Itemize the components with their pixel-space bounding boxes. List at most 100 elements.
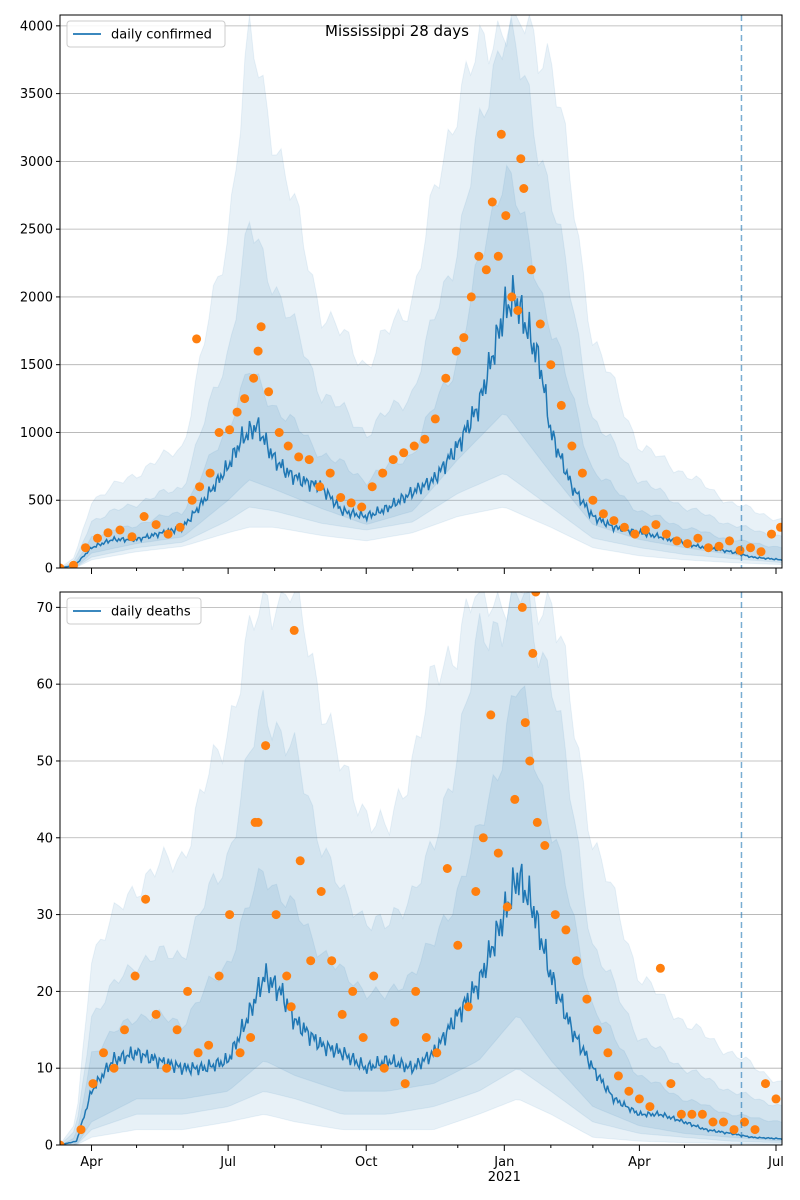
data-point xyxy=(151,1009,161,1019)
data-point xyxy=(517,602,527,612)
data-point xyxy=(232,407,242,417)
y-tick-label: 1000 xyxy=(20,426,53,441)
data-point xyxy=(640,525,650,535)
data-point xyxy=(358,1033,368,1042)
data-point xyxy=(346,498,356,508)
legend-box xyxy=(66,597,202,625)
data-point xyxy=(378,468,388,478)
data-point xyxy=(598,509,608,519)
data-point xyxy=(645,1102,655,1112)
uncertainty-band xyxy=(60,592,782,1145)
data-point xyxy=(286,1002,296,1012)
data-point xyxy=(459,333,469,343)
data-point xyxy=(379,1063,389,1073)
y-tick-label: 70 xyxy=(36,601,53,616)
uncertainty-band xyxy=(60,17,782,568)
data-point xyxy=(771,1094,781,1104)
data-point xyxy=(471,887,481,896)
data-point xyxy=(507,292,517,302)
data-point xyxy=(409,441,419,451)
uncertainty-band xyxy=(60,164,782,568)
data-point xyxy=(348,986,358,996)
data-point xyxy=(486,710,496,720)
plot-area xyxy=(60,15,782,568)
data-point xyxy=(661,529,671,539)
cases-panel: 0 500 1000 1500 2000 2500 3000 3500 4000 daily co… xyxy=(20,14,783,577)
data-point xyxy=(76,1125,86,1135)
data-point xyxy=(535,319,545,329)
data-point xyxy=(466,292,476,302)
uncertainty-band xyxy=(60,15,782,568)
data-point xyxy=(682,539,692,549)
data-point xyxy=(115,525,125,535)
data-point xyxy=(513,306,523,315)
data-point xyxy=(582,994,592,1004)
data-point xyxy=(510,794,520,804)
data-point xyxy=(420,434,430,444)
data-point xyxy=(761,1079,770,1089)
legend: daily confirmed xyxy=(66,20,226,48)
data-point xyxy=(588,495,598,505)
data-point xyxy=(162,1063,172,1073)
data-point xyxy=(388,455,398,465)
uncertainty-band xyxy=(60,592,782,1145)
data-point xyxy=(225,425,235,435)
y-tick-label: 0 xyxy=(45,1139,53,1154)
x-tick-label: Jan xyxy=(493,1155,514,1170)
data-point xyxy=(163,529,173,539)
data-point xyxy=(316,887,326,896)
data-point xyxy=(619,522,629,532)
plot-area xyxy=(60,592,782,1145)
data-point xyxy=(634,1094,644,1104)
data-point xyxy=(336,493,346,502)
legend-label: daily confirmed xyxy=(111,28,212,43)
data-point xyxy=(519,184,529,193)
data-point xyxy=(187,495,197,505)
data-point xyxy=(756,547,766,557)
data-point xyxy=(214,971,224,981)
data-point xyxy=(294,452,304,462)
data-point xyxy=(60,1140,65,1145)
data-point xyxy=(501,211,511,221)
data-point xyxy=(592,1025,602,1035)
data-point xyxy=(708,1117,718,1127)
data-point xyxy=(399,448,409,458)
y-tick-label: 50 xyxy=(36,754,53,769)
data-point xyxy=(295,856,305,866)
data-point xyxy=(571,956,581,966)
data-point xyxy=(561,925,571,935)
data-point xyxy=(719,1117,728,1127)
data-point xyxy=(729,1125,739,1135)
y-tick-label: 40 xyxy=(36,831,53,846)
x-year-label: 2021 xyxy=(488,1170,521,1185)
data-point xyxy=(528,648,538,658)
data-point xyxy=(463,1002,473,1012)
data-point xyxy=(327,956,337,966)
y-tick-label: 10 xyxy=(36,1062,53,1077)
data-point xyxy=(283,441,293,451)
data-point xyxy=(103,528,113,538)
data-point xyxy=(613,1071,623,1081)
data-point xyxy=(205,468,215,478)
data-point xyxy=(240,394,250,404)
data-point xyxy=(193,1048,203,1058)
data-point xyxy=(256,322,266,332)
data-point xyxy=(577,468,587,478)
data-point xyxy=(532,817,542,827)
data-point xyxy=(740,1117,749,1127)
data-point xyxy=(735,545,745,555)
data-point xyxy=(496,129,506,139)
data-point xyxy=(127,532,137,542)
data-point xyxy=(69,560,78,568)
data-point xyxy=(282,971,292,981)
y-tick-label: 1500 xyxy=(20,358,53,373)
figure-title: Mississippi 28 days xyxy=(325,22,469,40)
y-tick-label: 60 xyxy=(36,678,53,693)
data-point xyxy=(603,1048,613,1058)
data-point xyxy=(204,1040,214,1050)
data-point xyxy=(271,910,281,920)
y-tick-label: 3000 xyxy=(20,155,53,170)
data-point xyxy=(540,841,550,850)
data-point xyxy=(306,956,316,966)
